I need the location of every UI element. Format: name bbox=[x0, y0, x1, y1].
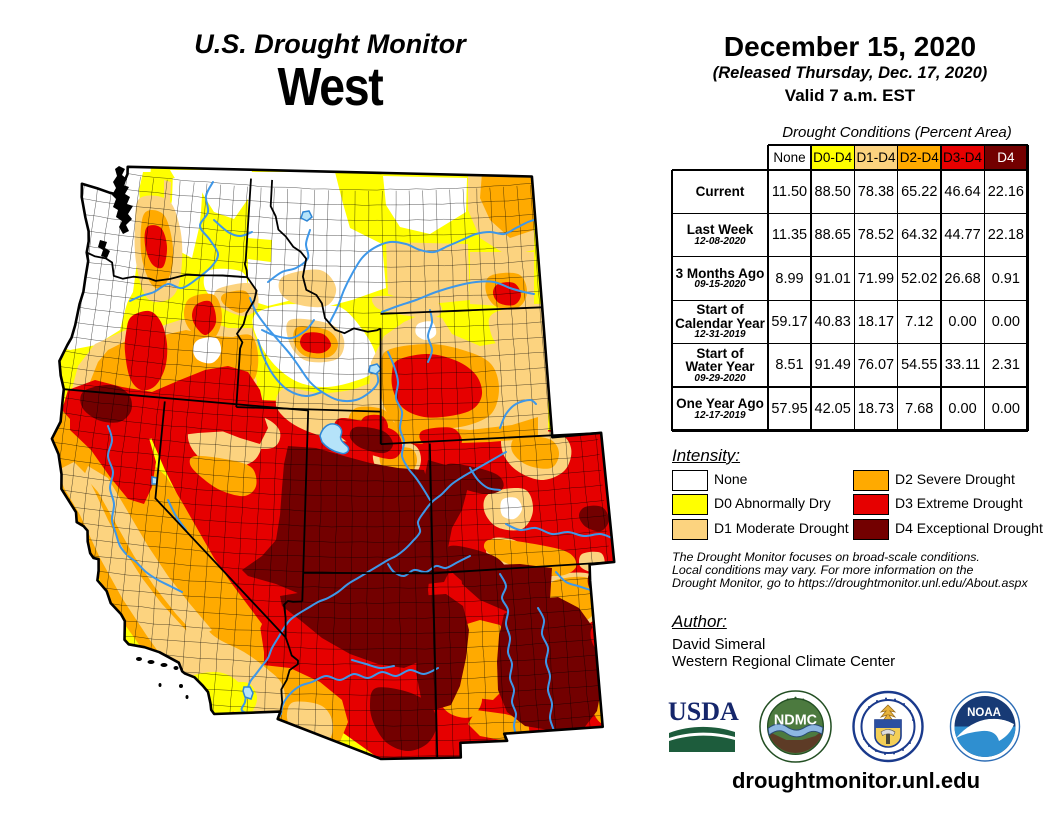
svg-text:NDMC: NDMC bbox=[774, 713, 817, 729]
svg-text:NOAA: NOAA bbox=[967, 707, 1001, 719]
svg-text:USDA: USDA bbox=[668, 698, 739, 726]
